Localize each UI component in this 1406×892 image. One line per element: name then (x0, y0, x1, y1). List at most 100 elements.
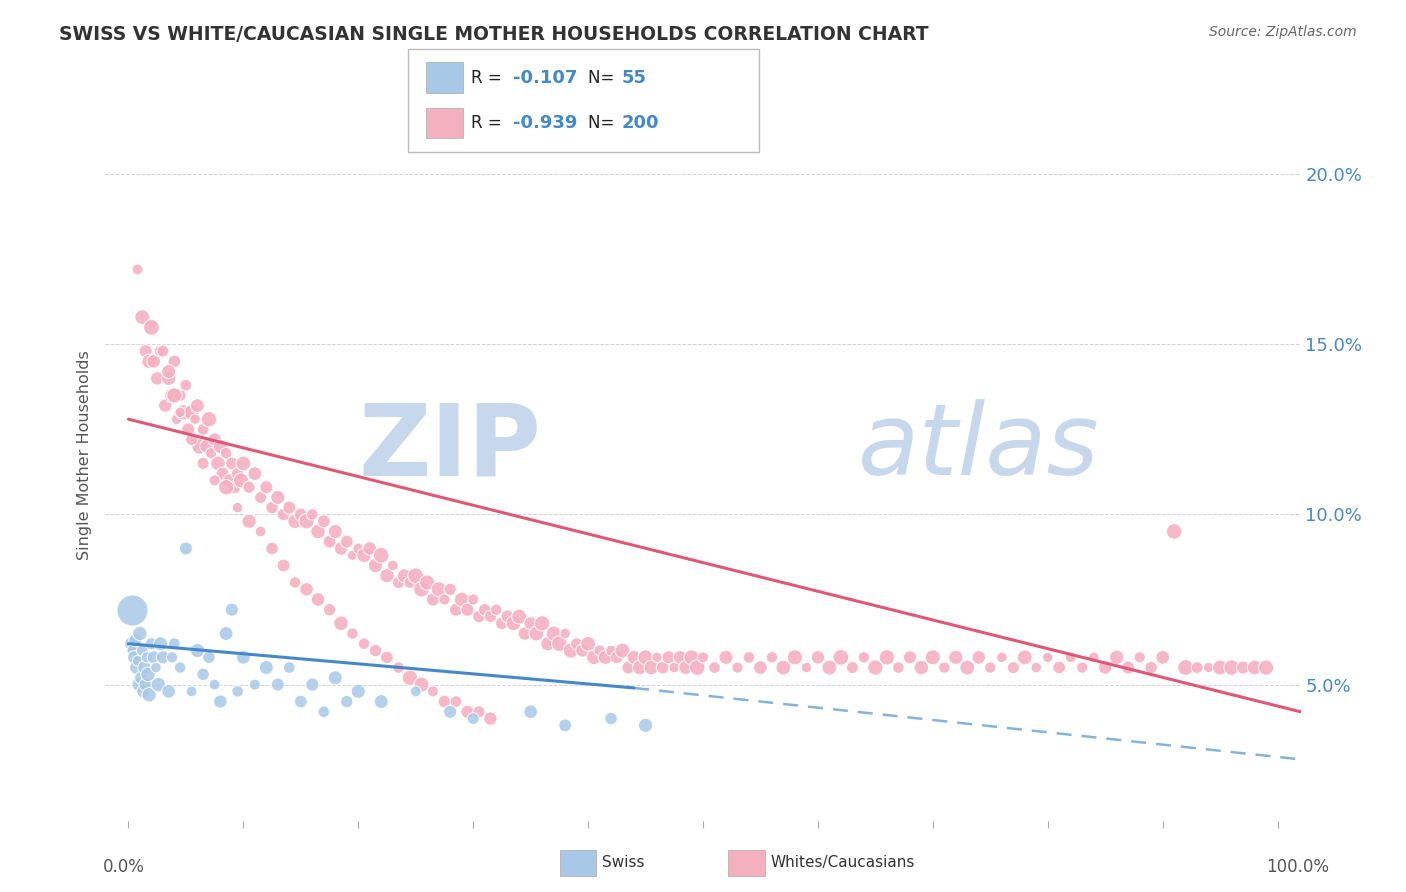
Point (640, 660, 662, 674)
Point (148, 677, 170, 691)
Point (422, 684, 444, 698)
Text: -0.107: -0.107 (513, 69, 578, 87)
Point (444, 603, 467, 617)
Point (524, 626, 547, 640)
Point (1129, 650, 1152, 665)
Point (342, 626, 364, 640)
Point (157, 365, 180, 379)
Point (807, 650, 830, 665)
Point (278, 660, 301, 674)
Point (565, 637, 588, 651)
Point (141, 637, 163, 651)
Text: R =: R = (471, 114, 508, 132)
Point (727, 660, 749, 674)
Point (634, 650, 657, 665)
Point (531, 616, 554, 631)
Point (554, 718, 576, 732)
Point (485, 603, 508, 617)
Point (186, 399, 208, 413)
Point (290, 695, 312, 709)
Point (416, 575, 439, 590)
Point (226, 500, 249, 515)
Point (548, 637, 571, 651)
Point (865, 660, 887, 674)
Point (155, 399, 177, 413)
Point (163, 354, 186, 368)
Point (749, 660, 772, 674)
Point (427, 582, 450, 597)
Point (370, 695, 392, 709)
Point (675, 660, 697, 674)
Point (307, 592, 329, 607)
Point (686, 660, 709, 674)
Point (318, 534, 340, 549)
Point (463, 592, 485, 607)
Point (131, 310, 153, 325)
Text: R =: R = (471, 69, 508, 87)
Point (232, 457, 254, 471)
Text: 0.0%: 0.0% (103, 858, 145, 876)
Point (238, 514, 260, 528)
Point (623, 650, 645, 665)
Point (738, 650, 761, 665)
Text: Whites/Caucasians: Whites/Caucasians (770, 855, 915, 871)
Point (444, 695, 467, 709)
Point (392, 568, 416, 582)
Point (273, 508, 295, 522)
Point (468, 609, 491, 624)
Text: atlas: atlas (858, 399, 1099, 496)
Point (664, 660, 686, 674)
Point (129, 626, 152, 640)
Point (198, 412, 221, 426)
Point (456, 603, 478, 617)
Text: Source: ZipAtlas.com: Source: ZipAtlas.com (1209, 25, 1357, 39)
Point (876, 650, 898, 665)
Point (174, 378, 197, 392)
Point (347, 684, 370, 698)
Point (226, 467, 249, 481)
Point (634, 718, 657, 732)
Point (184, 412, 207, 426)
Point (221, 457, 243, 471)
Point (215, 480, 238, 494)
Point (681, 650, 703, 665)
Point (967, 650, 990, 665)
Point (160, 388, 183, 402)
Point (124, 633, 146, 648)
Point (135, 650, 157, 665)
Point (353, 549, 375, 563)
Point (468, 705, 491, 719)
Point (169, 388, 191, 402)
Point (1036, 650, 1059, 665)
Point (422, 592, 444, 607)
Point (254, 660, 277, 674)
Point (169, 405, 191, 419)
Point (284, 575, 307, 590)
Point (796, 660, 818, 674)
Point (595, 650, 617, 665)
Point (169, 660, 191, 674)
Point (830, 650, 852, 665)
Point (209, 695, 232, 709)
Point (1002, 660, 1025, 674)
Point (491, 616, 513, 631)
Point (370, 549, 392, 563)
Point (433, 592, 456, 607)
Point (200, 446, 222, 460)
Text: SWISS VS WHITE/CAUCASIAN SINGLE MOTHER HOUSEHOLDS CORRELATION CHART: SWISS VS WHITE/CAUCASIAN SINGLE MOTHER H… (59, 25, 929, 44)
Point (411, 582, 433, 597)
Point (645, 650, 668, 665)
Point (336, 534, 359, 549)
Point (229, 474, 252, 488)
Point (450, 592, 472, 607)
Point (226, 684, 249, 698)
Point (243, 467, 266, 481)
Point (554, 626, 576, 640)
Point (141, 320, 163, 334)
Point (692, 650, 714, 665)
Point (474, 603, 496, 617)
Point (375, 568, 398, 582)
Point (121, 637, 143, 651)
Point (359, 541, 381, 556)
Point (852, 650, 875, 665)
